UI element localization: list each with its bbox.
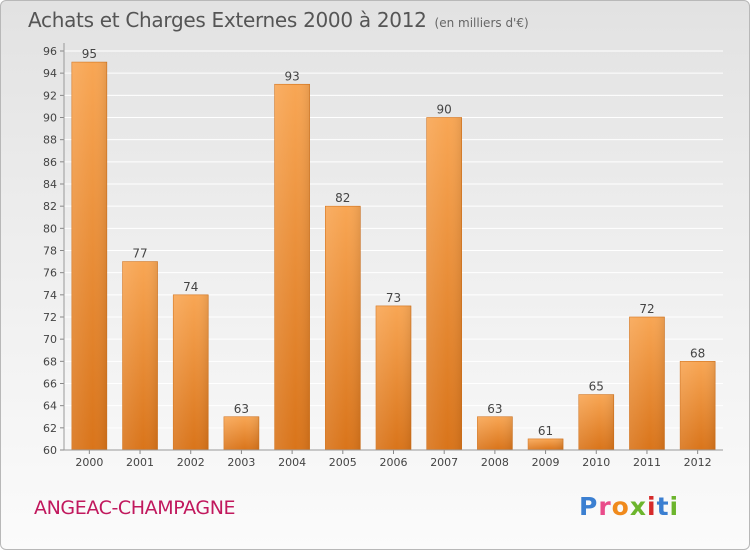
y-tick-label: 60 [43,444,57,457]
y-tick-label: 84 [43,178,57,191]
bar-shine [122,261,158,450]
bar-shine [71,62,107,450]
data-label-2000: 95 [82,47,97,61]
bar-shine [477,416,513,450]
x-tick-label-2007: 2007 [430,456,458,469]
bar-shine [325,206,361,450]
data-label-2008: 63 [487,402,502,416]
y-tick-label: 62 [43,422,57,435]
data-label-2001: 77 [132,247,147,261]
commune-name: ANGEAC-CHAMPAGNE [34,497,236,519]
data-label-2012: 68 [690,346,705,360]
y-tick-label: 90 [43,112,57,125]
data-label-2005: 82 [335,191,350,205]
y-tick-label: 86 [43,156,57,169]
data-label-2004: 93 [284,69,299,83]
y-tick-label: 68 [43,355,57,368]
x-tick-label-2012: 2012 [684,456,712,469]
y-tick-label: 96 [43,45,57,58]
bar-shine [578,394,614,450]
data-label-2006: 73 [386,291,401,305]
data-label-2009: 61 [538,424,553,438]
data-label-2007: 90 [437,103,452,117]
chart-unit: (en milliers d'€) [434,16,529,30]
y-tick-label: 74 [43,289,57,302]
y-tick-label: 78 [43,245,57,258]
y-tick-label: 80 [43,222,57,235]
y-tick-label: 88 [43,134,57,147]
y-tick-label: 64 [43,400,57,413]
proxiti-logo: Proxiti [579,492,679,521]
bar-shine [629,317,665,450]
y-tick-label: 92 [43,89,57,102]
chart-title: Achats et Charges Externes 2000 à 2012 (e… [28,8,529,32]
bar-shine [376,305,411,450]
y-tick-label: 94 [43,67,57,80]
y-tick-label: 66 [43,378,57,391]
chart-title-text: Achats et Charges Externes 2000 à 2012 [28,8,427,32]
x-tick-label-2010: 2010 [582,456,610,469]
y-tick-label: 82 [43,200,57,213]
bar-shine [173,294,209,450]
bar-shine [223,416,259,450]
logo-letter: i [669,492,680,521]
bar-shine [680,361,716,450]
data-label-2003: 63 [234,402,249,416]
x-tick-label-2001: 2001 [126,456,154,469]
x-tick-label-2000: 2000 [75,456,103,469]
data-label-2011: 72 [639,302,654,316]
y-tick-label: 72 [43,311,57,324]
x-tick-label-2008: 2008 [481,456,509,469]
x-tick-label-2011: 2011 [633,456,661,469]
y-tick-label: 76 [43,267,57,280]
logo-letter: o [611,492,630,521]
x-tick-label-2009: 2009 [532,456,560,469]
bar-shine [274,84,310,450]
data-label-2002: 74 [183,280,198,294]
x-tick-label-2002: 2002 [177,456,205,469]
x-tick-label-2003: 2003 [227,456,255,469]
bar-shine [528,438,564,450]
logo-letter: r [598,492,612,521]
bar-shine [426,117,462,450]
logo-letter: P [579,492,599,521]
x-tick-label-2004: 2004 [278,456,306,469]
x-tick-label-2005: 2005 [329,456,357,469]
logo-letter: t [656,492,670,521]
x-tick-label-2006: 2006 [380,456,408,469]
logo-letter: x [629,492,647,521]
data-label-2010: 65 [589,380,604,394]
logo-letter: i [647,492,657,521]
y-tick-label: 70 [43,333,57,346]
